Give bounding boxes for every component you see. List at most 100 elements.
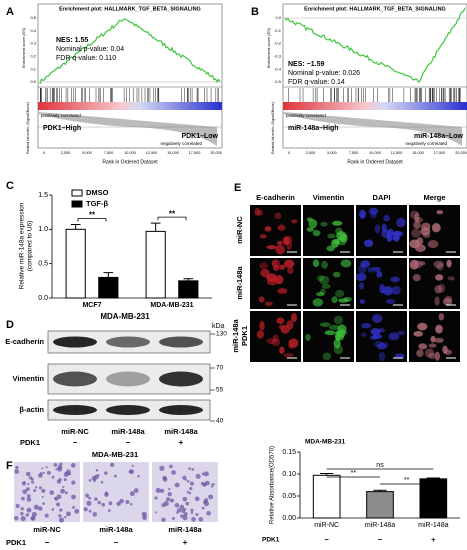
cell bbox=[22, 489, 28, 495]
metric-area bbox=[283, 112, 462, 146]
cell bbox=[438, 313, 445, 321]
cell bbox=[444, 295, 453, 302]
cell bbox=[305, 333, 311, 341]
axis-label: (compared to U6) bbox=[27, 221, 34, 272]
cell bbox=[436, 210, 444, 215]
bar bbox=[145, 230, 166, 299]
cell bbox=[374, 224, 381, 234]
cell bbox=[427, 240, 439, 249]
cell bbox=[271, 338, 281, 347]
panel-title: MDA-MB-231 bbox=[92, 450, 138, 459]
cell bbox=[370, 328, 381, 336]
error-bar bbox=[150, 222, 161, 232]
cell bbox=[372, 334, 383, 339]
sign: + bbox=[183, 538, 188, 547]
significance: ** bbox=[404, 477, 410, 484]
cell bbox=[264, 301, 273, 307]
axis-label: Relative Absorbance(OD570) bbox=[270, 446, 276, 524]
cell bbox=[27, 483, 30, 486]
cell bbox=[30, 480, 35, 484]
cell bbox=[183, 512, 188, 517]
cell bbox=[371, 313, 383, 324]
band bbox=[106, 405, 150, 415]
statistic: FDR q-value: 0.14 bbox=[288, 79, 345, 86]
axis-label: Enrichment score (ES) bbox=[21, 27, 26, 68]
cell bbox=[74, 508, 80, 514]
cell bbox=[428, 352, 437, 359]
sign: − bbox=[114, 538, 119, 547]
cell bbox=[340, 259, 352, 268]
cell bbox=[378, 352, 386, 362]
x-tick-label: miR-148a bbox=[418, 522, 448, 529]
cell bbox=[95, 469, 99, 472]
panel-letter: C bbox=[6, 180, 14, 192]
x-tick-label: miR-148a bbox=[365, 522, 395, 529]
cell bbox=[210, 485, 214, 488]
cell bbox=[437, 283, 446, 293]
cell bbox=[257, 209, 263, 216]
es-tick: 0.1 bbox=[30, 66, 36, 71]
cell bbox=[162, 475, 167, 480]
row-label: miR-NC bbox=[235, 216, 244, 244]
cell bbox=[333, 238, 341, 245]
axis-label: Rank in Ordered Dataset bbox=[347, 159, 403, 165]
cell bbox=[359, 299, 366, 304]
cell bbox=[204, 480, 210, 486]
cell bbox=[168, 488, 171, 491]
cell bbox=[390, 276, 400, 283]
cell bbox=[388, 332, 400, 341]
es-tick: -0.1 bbox=[274, 28, 282, 33]
cell bbox=[129, 491, 135, 497]
band bbox=[106, 336, 150, 348]
cell bbox=[128, 469, 133, 474]
cell bbox=[272, 334, 279, 342]
cell bbox=[259, 262, 269, 270]
cell bbox=[434, 351, 441, 361]
cell bbox=[189, 486, 193, 491]
cell bbox=[433, 260, 444, 269]
y-tick-label: 0.10 bbox=[282, 471, 296, 478]
annotation: PDK1–High bbox=[43, 125, 81, 132]
sign: + bbox=[179, 438, 184, 447]
axis-label: Enrichment score (ES) bbox=[266, 27, 271, 68]
cell bbox=[26, 497, 32, 502]
cell bbox=[64, 491, 68, 495]
cell bbox=[359, 282, 365, 290]
cell bbox=[258, 296, 265, 303]
band bbox=[53, 371, 97, 387]
cell bbox=[171, 470, 176, 475]
x-tick: 7,500 bbox=[104, 151, 114, 155]
cell bbox=[409, 259, 419, 270]
cell bbox=[88, 478, 92, 482]
cell bbox=[133, 488, 139, 493]
cell bbox=[337, 324, 347, 335]
cell bbox=[198, 517, 204, 522]
cell bbox=[414, 244, 426, 253]
cell bbox=[21, 496, 25, 501]
y-tick-label: 0.5 bbox=[38, 261, 48, 268]
x-tick: 2,500 bbox=[61, 151, 71, 155]
cell bbox=[391, 235, 400, 241]
cell bbox=[31, 517, 34, 520]
cell bbox=[442, 298, 453, 306]
cell bbox=[322, 352, 332, 361]
cell bbox=[14, 515, 19, 521]
annotation: positively correlated bbox=[286, 113, 326, 118]
cell bbox=[86, 500, 92, 506]
cell bbox=[42, 471, 45, 475]
cell bbox=[329, 325, 340, 330]
cell bbox=[201, 472, 205, 476]
cell bbox=[46, 470, 51, 475]
x-tick: 7,500 bbox=[349, 151, 359, 155]
cell bbox=[312, 298, 324, 307]
sign: − bbox=[126, 438, 131, 447]
bar bbox=[419, 478, 448, 519]
significance-bracket bbox=[77, 218, 107, 222]
cell bbox=[15, 503, 20, 509]
cell bbox=[66, 511, 71, 517]
cell bbox=[26, 507, 32, 513]
es-tick: -0.4 bbox=[274, 66, 282, 71]
cell bbox=[332, 220, 343, 226]
cell bbox=[333, 344, 343, 355]
lane-label: miR-148a bbox=[111, 427, 145, 436]
